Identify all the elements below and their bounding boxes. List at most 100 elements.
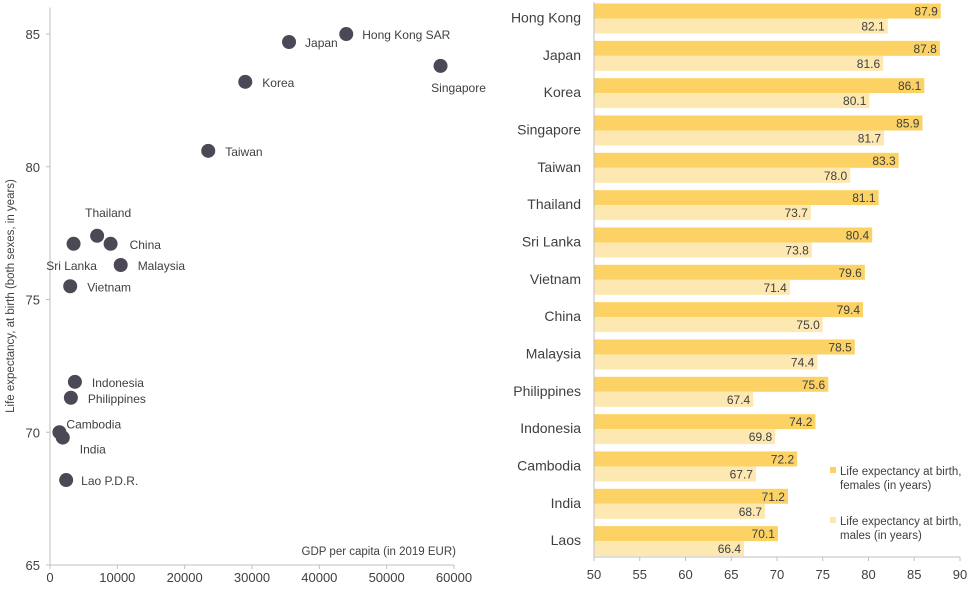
scatter-x-tick-label: 10000 — [99, 570, 135, 585]
female-bar — [594, 302, 864, 318]
category-label: Indonesia — [520, 420, 581, 436]
bar-x-tick-label: 55 — [633, 567, 647, 582]
scatter-point-label: Philippines — [88, 392, 146, 406]
scatter-x-axis-title: GDP per capita (in 2019 EUR) — [302, 546, 457, 558]
category-label: China — [544, 308, 581, 324]
scatter-point — [339, 27, 354, 42]
male-bar — [594, 466, 756, 482]
scatter-point-label: Taiwan — [225, 145, 262, 159]
scatter-point-label: Indonesia — [92, 376, 144, 390]
scatter-point-label: Korea — [262, 76, 294, 90]
female-value-label: 79.6 — [838, 266, 862, 280]
male-value-label: 73.7 — [784, 206, 808, 220]
scatter-point-label: India — [80, 443, 106, 457]
male-value-label: 69.8 — [749, 430, 773, 444]
female-bar — [594, 190, 879, 206]
male-value-label: 80.1 — [843, 94, 867, 108]
female-value-label: 70.1 — [752, 527, 776, 541]
scatter-x-tick-label: 40000 — [301, 570, 337, 585]
bar-x-tick-label: 70 — [770, 567, 784, 582]
female-value-label: 85.9 — [896, 116, 920, 130]
category-label: Vietnam — [530, 271, 581, 287]
male-value-label: 73.8 — [785, 243, 809, 257]
scatter-x-tick-label: 20000 — [167, 570, 203, 585]
male-value-label: 66.4 — [718, 542, 742, 556]
category-label: Philippines — [513, 383, 581, 399]
scatter-x-tick-label: 30000 — [234, 570, 270, 585]
male-value-label: 68.7 — [739, 505, 763, 519]
legend-male-label: Life expectancy at birth, — [840, 516, 961, 528]
scatter-point-label: Hong Kong SAR — [362, 28, 450, 42]
bar-x-tick-label: 50 — [587, 567, 601, 582]
scatter-point-label: Japan — [305, 36, 338, 50]
male-value-label: 71.4 — [763, 281, 787, 295]
female-value-label: 87.9 — [914, 5, 938, 19]
category-label: Hong Kong — [511, 10, 581, 26]
male-bar — [594, 541, 745, 557]
female-bar — [594, 78, 925, 94]
scatter-point — [433, 58, 448, 73]
category-label: Singapore — [517, 121, 581, 137]
female-value-label: 83.3 — [872, 154, 896, 168]
legend-male-swatch — [830, 517, 836, 523]
scatter-point-label: Cambodia — [66, 417, 121, 431]
female-bar — [594, 115, 923, 131]
male-value-label: 78.0 — [824, 169, 848, 183]
scatter-point — [90, 228, 105, 243]
category-label: Sri Lanka — [522, 233, 581, 249]
scatter-x-tick-label: 50000 — [369, 570, 405, 585]
scatter-point-label: Singapore — [431, 81, 486, 95]
male-bar — [594, 55, 884, 71]
scatter-point — [282, 35, 297, 50]
scatter-point — [238, 74, 253, 89]
female-bar — [594, 376, 829, 392]
male-bar — [594, 130, 885, 146]
female-bar — [594, 264, 865, 280]
scatter-point — [113, 258, 128, 273]
male-value-label: 74.4 — [791, 355, 815, 369]
female-value-label: 74.2 — [789, 415, 813, 429]
scatter-y-tick-label: 70 — [26, 425, 40, 440]
scatter-point — [103, 236, 118, 251]
scatter-point-label: China — [130, 238, 162, 252]
legend-female-label: females (in years) — [840, 480, 932, 492]
female-value-label: 71.2 — [762, 490, 786, 504]
scatter-x-tick-label: 60000 — [436, 570, 472, 585]
scatter-y-tick-label: 80 — [26, 160, 40, 175]
male-value-label: 67.4 — [727, 393, 751, 407]
female-value-label: 87.8 — [914, 42, 938, 56]
category-label: Malaysia — [526, 345, 581, 361]
legend-female-label: Life expectancy at birth, — [840, 466, 961, 478]
bar-x-tick-label: 80 — [861, 567, 875, 582]
legend-female-swatch — [830, 467, 836, 473]
scatter-point — [66, 236, 81, 251]
male-value-label: 82.1 — [861, 20, 885, 34]
scatter-point — [67, 374, 82, 389]
male-bar — [594, 503, 766, 519]
female-value-label: 81.1 — [852, 191, 876, 205]
male-bar — [594, 18, 888, 34]
female-value-label: 79.4 — [837, 303, 861, 317]
male-bar — [594, 354, 818, 370]
bar-x-tick-label: 75 — [816, 567, 830, 582]
scatter-point-label: Lao P.D.R. — [81, 474, 138, 488]
scatter-y-tick-label: 85 — [26, 27, 40, 42]
category-label: Japan — [543, 47, 581, 63]
legend-male-label: males (in years) — [840, 530, 922, 542]
scatter-point-label: Vietnam — [87, 280, 131, 294]
female-value-label: 80.4 — [846, 228, 870, 242]
male-bar — [594, 205, 811, 221]
scatter-point — [63, 390, 78, 405]
scatter-y-axis-title: Life expectancy, at birth (both sexes, i… — [5, 179, 17, 413]
female-bar — [594, 339, 855, 355]
male-value-label: 81.7 — [858, 131, 882, 145]
scatter-point-label: Malaysia — [138, 259, 186, 273]
female-value-label: 78.5 — [828, 340, 852, 354]
female-bar — [594, 3, 941, 19]
female-bar — [594, 227, 873, 243]
male-value-label: 67.7 — [730, 467, 754, 481]
male-value-label: 81.6 — [857, 57, 881, 71]
female-bar — [594, 451, 798, 467]
scatter-point-label: Sri Lanka — [46, 259, 97, 273]
